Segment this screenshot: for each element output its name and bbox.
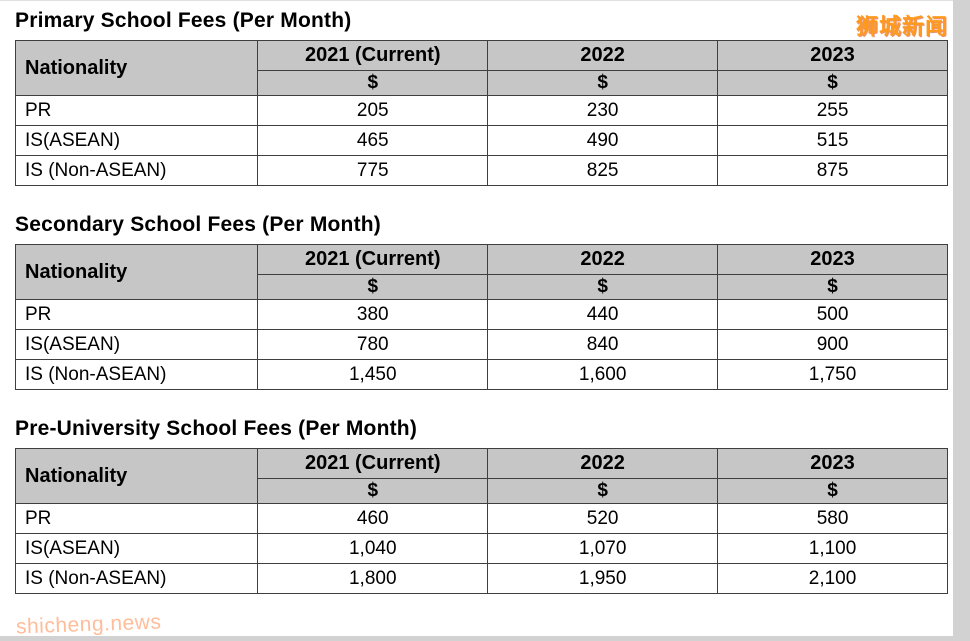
- nationality-cell: IS(ASEAN): [14, 329, 259, 360]
- fee-cell: 1,600: [487, 359, 719, 390]
- currency-header: $: [257, 70, 489, 96]
- table-row: IS(ASEAN) 780 840 900: [14, 329, 948, 360]
- year-header-2022: 2022: [487, 448, 719, 479]
- nationality-cell: IS(ASEAN): [14, 125, 259, 156]
- table-row: IS(ASEAN) 1,040 1,070 1,100: [14, 533, 948, 564]
- site-watermark-url: shicheng.news: [15, 610, 162, 639]
- right-gutter: [953, 0, 970, 641]
- fee-cell: 875: [717, 155, 948, 186]
- fee-cell: 1,950: [487, 563, 719, 594]
- fee-cell: 1,450: [257, 359, 489, 390]
- fee-cell: 1,100: [717, 533, 948, 564]
- currency-header: $: [717, 478, 948, 504]
- nationality-cell: IS (Non-ASEAN): [14, 563, 259, 594]
- fee-cell: 230: [487, 95, 719, 126]
- currency-header: $: [487, 70, 719, 96]
- site-watermark-logo: 狮城新闻: [855, 14, 948, 39]
- fee-cell: 255: [717, 95, 948, 126]
- bottom-gutter: [0, 636, 953, 641]
- pre-university-fees-section: Pre-University School Fees (Per Month) N…: [14, 417, 948, 594]
- fee-cell: 775: [257, 155, 489, 186]
- primary-fees-table: Nationality 2021 (Current) 2022 2023 $ $…: [14, 40, 948, 186]
- year-header-2023: 2023: [717, 244, 948, 275]
- table-row: IS (Non-ASEAN) 1,450 1,600 1,750: [14, 359, 948, 390]
- fee-cell: 825: [487, 155, 719, 186]
- fee-cell: 1,040: [257, 533, 489, 564]
- currency-header: $: [257, 274, 489, 300]
- fee-cell: 515: [717, 125, 948, 156]
- fee-cell: 500: [717, 299, 948, 330]
- document-page: Primary School Fees (Per Month) National…: [0, 0, 953, 636]
- table-row: PR 205 230 255: [14, 95, 948, 126]
- table-row: IS(ASEAN) 465 490 515: [14, 125, 948, 156]
- currency-header: $: [487, 478, 719, 504]
- nationality-header: Nationality: [14, 40, 259, 96]
- nationality-cell: IS (Non-ASEAN): [14, 155, 259, 186]
- secondary-fees-table: Nationality 2021 (Current) 2022 2023 $ $…: [14, 244, 948, 390]
- currency-header: $: [717, 70, 948, 96]
- fee-cell: 2,100: [717, 563, 948, 594]
- year-header-2021: 2021 (Current): [257, 244, 489, 275]
- currency-header: $: [257, 478, 489, 504]
- fee-cell: 580: [717, 503, 948, 534]
- fee-cell: 380: [257, 299, 489, 330]
- year-header-2021: 2021 (Current): [257, 40, 489, 71]
- pre-university-fees-title: Pre-University School Fees (Per Month): [15, 417, 418, 440]
- primary-fees-section: Primary School Fees (Per Month) National…: [14, 9, 948, 186]
- table-row: IS (Non-ASEAN) 775 825 875: [14, 155, 948, 186]
- currency-header: $: [717, 274, 948, 300]
- nationality-cell: IS(ASEAN): [14, 533, 259, 564]
- fee-cell: 440: [487, 299, 719, 330]
- nationality-cell: IS (Non-ASEAN): [14, 359, 259, 390]
- nationality-cell: PR: [14, 503, 259, 534]
- pre-university-fees-table: Nationality 2021 (Current) 2022 2023 $ $…: [14, 448, 948, 594]
- table-row: IS (Non-ASEAN) 1,800 1,950 2,100: [14, 563, 948, 594]
- nationality-header: Nationality: [14, 448, 259, 504]
- fee-cell: 900: [717, 329, 948, 360]
- fee-cell: 840: [487, 329, 719, 360]
- nationality-header: Nationality: [14, 244, 259, 300]
- fee-cell: 780: [257, 329, 489, 360]
- fee-cell: 1,070: [487, 533, 719, 564]
- fee-cell: 1,750: [717, 359, 948, 390]
- currency-header: $: [487, 274, 719, 300]
- fee-cell: 490: [487, 125, 719, 156]
- nationality-cell: PR: [14, 95, 259, 126]
- fee-cell: 205: [257, 95, 489, 126]
- table-row: PR 460 520 580: [14, 503, 948, 534]
- year-header-2023: 2023: [717, 40, 948, 71]
- year-header-2022: 2022: [487, 40, 719, 71]
- secondary-fees-title: Secondary School Fees (Per Month): [15, 213, 381, 236]
- nationality-cell: PR: [14, 299, 259, 330]
- year-header-2021: 2021 (Current): [257, 448, 489, 479]
- table-row: PR 380 440 500: [14, 299, 948, 330]
- fee-cell: 465: [257, 125, 489, 156]
- year-header-2023: 2023: [717, 448, 948, 479]
- fee-cell: 460: [257, 503, 489, 534]
- year-header-2022: 2022: [487, 244, 719, 275]
- fee-cell: 1,800: [257, 563, 489, 594]
- secondary-fees-section: Secondary School Fees (Per Month) Nation…: [14, 213, 948, 390]
- primary-fees-title: Primary School Fees (Per Month): [15, 9, 352, 32]
- fee-cell: 520: [487, 503, 719, 534]
